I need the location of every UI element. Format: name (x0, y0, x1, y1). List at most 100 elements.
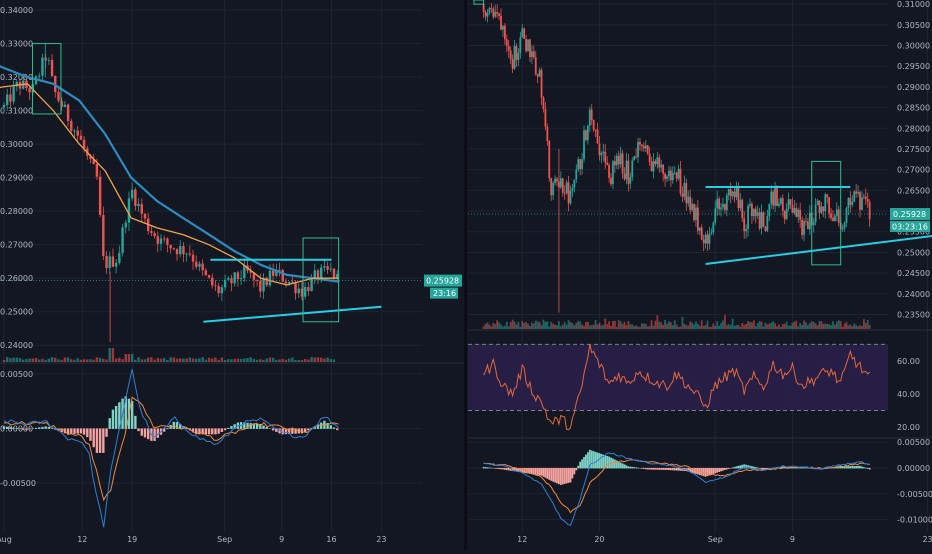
left-y-tick: 0.27000 (0, 241, 33, 250)
macd-hist-bar (137, 428, 140, 432)
volume-bar (281, 358, 284, 362)
volume-bar (188, 357, 192, 362)
macd-hist-bar (805, 467, 807, 469)
candle-body (650, 161, 653, 172)
macd-hist-bar (255, 423, 259, 429)
candle-body (166, 238, 169, 245)
macd-hist-bar (548, 467, 551, 480)
candle-body (243, 265, 246, 279)
macd-hist-bar (521, 467, 524, 473)
candle-body (561, 178, 564, 193)
volume-bar (329, 359, 333, 362)
candle-body (573, 179, 576, 188)
candle-body (610, 177, 612, 185)
volume-bar (509, 322, 512, 329)
candle-body (687, 196, 690, 204)
macd-hist-bar (249, 423, 252, 429)
volume-bar (297, 359, 300, 362)
macd-hist-bar (47, 427, 51, 429)
volume-bar (837, 320, 840, 329)
volume-bar (866, 320, 869, 329)
macd-hist-bar (492, 467, 495, 469)
macd-hist-bar (204, 428, 208, 435)
macd-hist-bar (729, 467, 732, 469)
candle-body (805, 221, 807, 222)
macd-hist-bar (585, 454, 587, 469)
volume-bar (696, 323, 699, 329)
macd-hist-bar (201, 428, 204, 435)
macd-hist-bar (716, 467, 719, 473)
candle-body (735, 186, 738, 198)
volume-bar (839, 321, 842, 329)
macd-hist-bar (287, 428, 291, 434)
candle-body (513, 46, 516, 69)
rsi-y-tick: 20.00 (897, 423, 920, 432)
volume-bar (511, 319, 514, 329)
macd-hist-bar (660, 467, 663, 470)
macd-hist-bar (861, 466, 863, 469)
volume-bar (523, 322, 526, 329)
volume-bar (633, 326, 636, 329)
volume-bar (608, 321, 610, 329)
candle-body (818, 200, 821, 213)
candle-body (864, 196, 867, 199)
macd-hist-bar (552, 467, 555, 482)
macd-hist-bar (316, 424, 320, 429)
macd-hist-bar (826, 467, 829, 469)
volume-bar (708, 326, 711, 329)
macd-hist-bar (550, 467, 553, 481)
volume-bar (816, 325, 819, 329)
macd-hist-bar (217, 428, 220, 434)
volume-bar (278, 359, 281, 362)
candle-body (316, 270, 320, 279)
macd-hist-bar (612, 458, 614, 469)
candle-body (92, 158, 95, 165)
macd-hist-bar (588, 449, 591, 469)
candle-body (828, 197, 831, 214)
candle-body (712, 222, 715, 233)
macd-hist-bar (163, 428, 166, 432)
volume-bar (488, 324, 491, 329)
candle-body (612, 161, 614, 185)
candle-body (70, 121, 73, 131)
candle-body (797, 209, 800, 217)
volume-bar (602, 325, 605, 329)
macd-hist-bar (243, 422, 246, 429)
volume-bar (791, 322, 794, 329)
candle-body (536, 74, 539, 77)
candle-body (143, 213, 147, 219)
left-y-tick: 0.33000 (0, 40, 33, 49)
volume-bar (751, 322, 753, 329)
candle-body (223, 279, 227, 288)
volume-bar (814, 323, 817, 329)
macd-hist-bar (561, 467, 564, 485)
candle-body (156, 236, 159, 244)
macd-hist-bar (140, 428, 143, 436)
candle-body (581, 159, 583, 170)
volume-bar (822, 323, 825, 329)
candle-body (492, 8, 495, 17)
left-x-tick: 9 (279, 535, 284, 544)
candle-body (490, 8, 493, 9)
macd-hist-bar (532, 467, 535, 475)
volume-bar (159, 358, 163, 362)
candle-body (592, 120, 595, 130)
candle-body (660, 164, 663, 168)
volume-bar (484, 323, 487, 329)
candle-body (855, 191, 858, 194)
volume-bar (559, 326, 562, 329)
volume-bar (513, 321, 516, 329)
volume-bar (271, 357, 275, 362)
volume-bar (239, 358, 243, 362)
macd-hist-bar (262, 425, 265, 429)
macd-hist-bar (602, 454, 605, 469)
candle-body (159, 238, 163, 244)
right-y-tick: 0.29500 (897, 62, 930, 71)
macd-hist-bar (718, 467, 721, 472)
volume-bar (73, 359, 76, 362)
volume-bar (810, 321, 813, 329)
macd-hist-bar (573, 467, 576, 475)
candle-body (319, 267, 323, 279)
candle-body (204, 270, 208, 276)
volume-bar (496, 320, 499, 329)
